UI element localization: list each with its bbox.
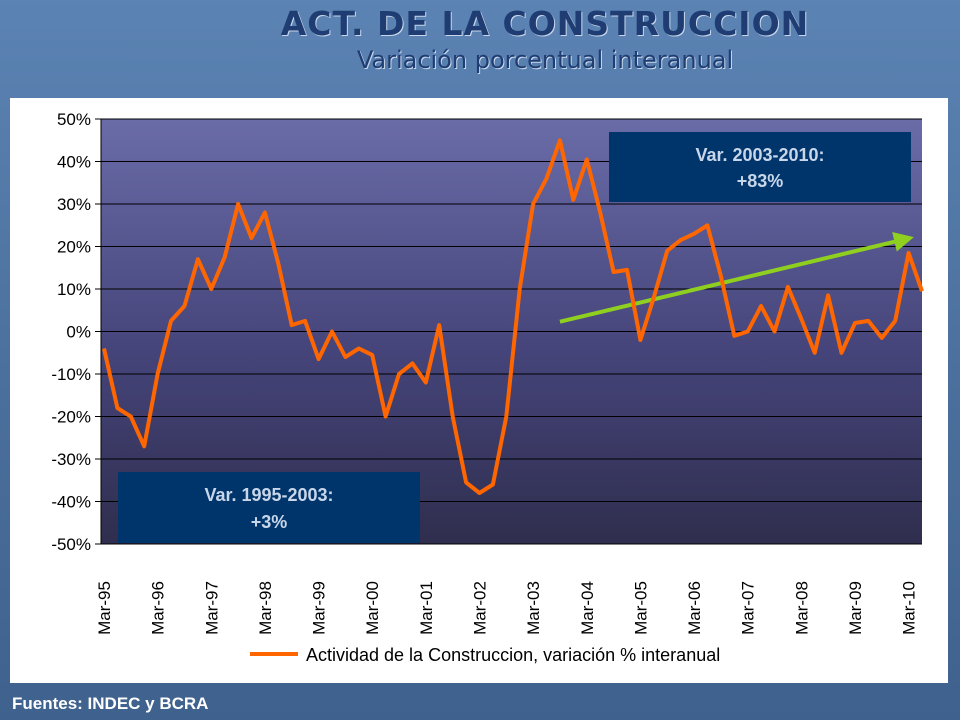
x-tick-label: Mar-07 [739, 581, 758, 635]
y-tick-label: -10% [51, 365, 91, 384]
x-tick-label: Mar-99 [310, 581, 329, 635]
callout-2003-2010-line2: +83% [737, 171, 784, 191]
y-tick-label: 40% [57, 153, 91, 172]
chart-panel: 50% 40% 30% 20% 10% 0% -10% -20% -30% -40% -50% Ma… [10, 98, 948, 683]
x-tick-label: Mar-01 [417, 581, 436, 635]
y-tick-label: 0% [66, 323, 91, 342]
x-tick-label: Mar-96 [149, 581, 168, 635]
x-tick-label: Mar-08 [792, 581, 811, 635]
callout-2003-2010-line1: Var. 2003-2010: [695, 145, 824, 165]
trend-arrow [559, 231, 914, 324]
x-tick-label: Mar-05 [631, 581, 650, 635]
x-tick-label: Mar-03 [524, 581, 543, 635]
x-axis: Mar-95 Mar-96 Mar-97 Mar-98 Mar-99 Mar-00 Mar-… [95, 581, 919, 635]
y-tick-label: -50% [51, 535, 91, 554]
y-tick-label: 50% [57, 110, 91, 129]
y-tick-label: -40% [51, 493, 91, 512]
y-tick-label: 30% [57, 195, 91, 214]
callout-box-1995-2003 [118, 472, 420, 543]
line-chart: 50% 40% 30% 20% 10% 0% -10% -20% -30% -40% -50% Ma… [51, 110, 924, 665]
series-line [102, 138, 924, 495]
source-note: Fuentes: INDEC y BCRA [12, 694, 209, 713]
y-tick-label: 10% [57, 280, 91, 299]
callout-1995-2003-line2: +3% [251, 512, 288, 532]
x-tick-label: Mar-00 [363, 581, 382, 635]
x-tick-label: Mar-06 [685, 581, 704, 635]
x-tick-label: Mar-09 [846, 581, 865, 635]
legend-label: Actividad de la Construccion, variación … [306, 645, 720, 665]
y-tick-label: -20% [51, 408, 91, 427]
slide-subtitle: Variación porcentual interanual [356, 46, 734, 74]
y-tick-label: 20% [57, 238, 91, 257]
x-tick-label: Mar-98 [256, 581, 275, 635]
slide-title: ACT. DE LA CONSTRUCCION [280, 4, 810, 43]
y-tick-label: -30% [51, 450, 91, 469]
x-tick-label: Mar-10 [900, 581, 919, 635]
y-axis: 50% 40% 30% 20% 10% 0% -10% -20% -30% -40% -50% [51, 110, 102, 554]
callout-1995-2003-line1: Var. 1995-2003: [204, 485, 333, 505]
x-tick-label: Mar-02 [470, 581, 489, 635]
x-tick-label: Mar-97 [202, 581, 221, 635]
x-tick-label: Mar-04 [578, 581, 597, 635]
x-tick-label: Mar-95 [95, 581, 114, 635]
callout-box-2003-2010 [609, 132, 911, 202]
